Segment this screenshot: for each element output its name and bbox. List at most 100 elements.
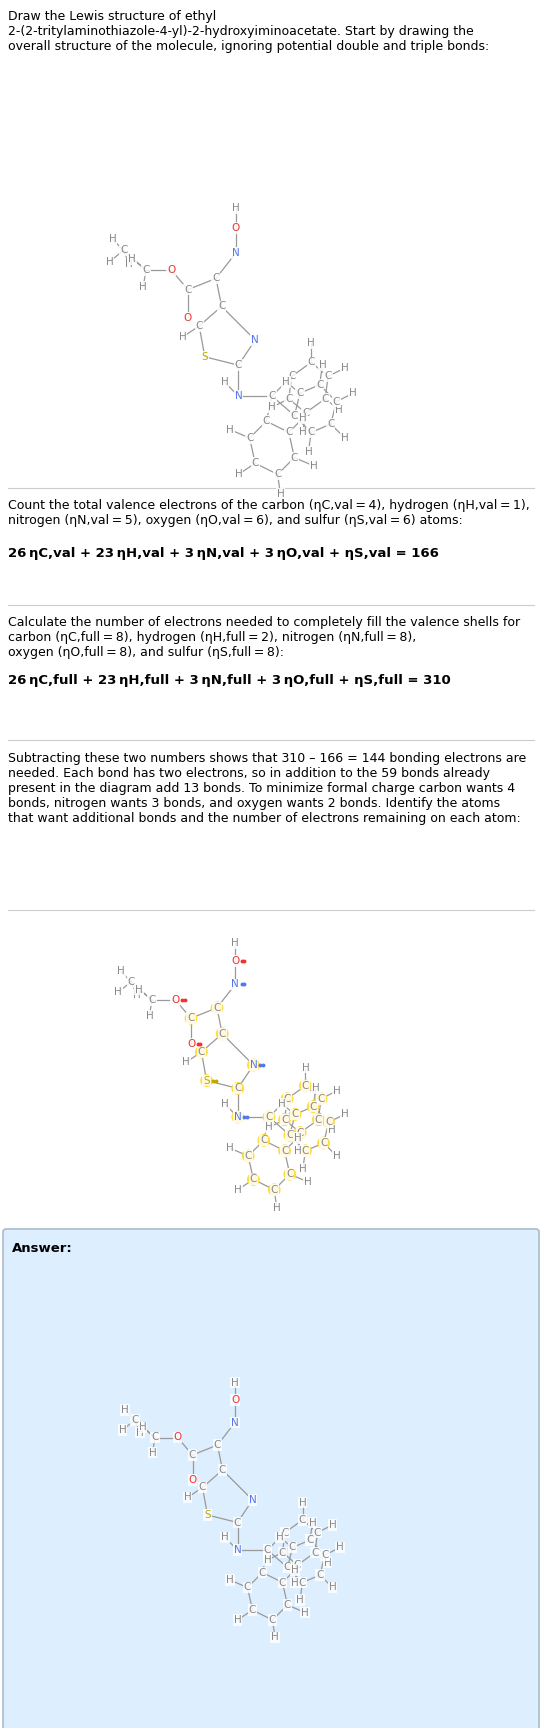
Text: O: O xyxy=(167,264,175,275)
Circle shape xyxy=(313,1115,324,1125)
Text: C: C xyxy=(325,1118,332,1127)
Text: C: C xyxy=(120,245,127,256)
Text: C: C xyxy=(151,1433,159,1443)
Circle shape xyxy=(281,1094,293,1104)
Circle shape xyxy=(300,1146,311,1156)
Text: C: C xyxy=(149,995,156,1006)
Text: H: H xyxy=(299,1498,306,1507)
Text: H: H xyxy=(340,1109,349,1120)
Text: C: C xyxy=(302,1146,309,1156)
Text: Draw the Lewis structure of ethyl
2-(2-tritylaminothiazole-4-yl)-2-hydroxyiminoa: Draw the Lewis structure of ethyl 2-(2-t… xyxy=(8,10,489,54)
Text: Subtracting these two numbers shows that 310 – 166 = 144 bonding electrons are
n: Subtracting these two numbers shows that… xyxy=(8,752,526,824)
Text: C: C xyxy=(333,397,340,406)
Circle shape xyxy=(284,1168,295,1180)
Text: N: N xyxy=(234,1545,241,1555)
Text: C: C xyxy=(263,416,270,427)
Circle shape xyxy=(300,1080,311,1092)
Text: C: C xyxy=(281,1146,288,1156)
Text: C: C xyxy=(283,1094,291,1104)
Text: C: C xyxy=(219,1465,226,1476)
Text: C: C xyxy=(131,1415,139,1426)
Text: H: H xyxy=(232,204,240,213)
Text: C: C xyxy=(302,408,309,418)
Circle shape xyxy=(279,1146,291,1156)
Text: H: H xyxy=(149,1448,157,1457)
Text: H: H xyxy=(273,1203,281,1213)
Text: N: N xyxy=(232,249,240,257)
Text: C: C xyxy=(296,1128,304,1137)
Text: C: C xyxy=(324,372,332,382)
Text: C: C xyxy=(307,358,315,368)
Circle shape xyxy=(242,1151,254,1161)
Text: O: O xyxy=(187,1039,195,1049)
Text: H: H xyxy=(226,425,234,435)
Text: C: C xyxy=(289,1543,296,1552)
Text: C: C xyxy=(196,321,203,332)
Text: H: H xyxy=(145,1011,153,1021)
Text: H: H xyxy=(271,1633,279,1643)
Text: N: N xyxy=(249,1059,257,1070)
Text: H: H xyxy=(125,259,133,270)
Text: C: C xyxy=(234,1517,241,1528)
Text: C: C xyxy=(251,458,259,468)
Text: H: H xyxy=(119,1426,126,1434)
Text: H: H xyxy=(234,1616,241,1624)
Text: C: C xyxy=(269,1616,276,1624)
Text: C: C xyxy=(234,1083,242,1094)
Text: H: H xyxy=(121,1405,129,1415)
Text: N: N xyxy=(251,335,259,346)
Text: S: S xyxy=(204,1510,211,1521)
Text: C: C xyxy=(327,418,334,429)
Circle shape xyxy=(185,1013,197,1025)
Text: H: H xyxy=(234,1185,242,1194)
Text: C: C xyxy=(260,1135,268,1146)
Text: C: C xyxy=(317,1094,325,1104)
Text: C: C xyxy=(184,285,192,294)
Text: C: C xyxy=(270,1185,278,1194)
Text: N: N xyxy=(231,1417,239,1427)
Text: H: H xyxy=(221,377,228,387)
Circle shape xyxy=(263,1111,275,1123)
Text: H: H xyxy=(335,404,343,415)
Text: H: H xyxy=(328,1521,337,1529)
Text: Count the total valence electrons of the carbon (ηC,val = 4), hydrogen (ηH,val =: Count the total valence electrons of the… xyxy=(8,499,530,527)
Text: S: S xyxy=(202,353,208,361)
Text: C: C xyxy=(250,1175,257,1184)
Text: H: H xyxy=(333,1085,340,1096)
Text: H: H xyxy=(312,1083,320,1094)
Text: H: H xyxy=(299,1165,307,1173)
Text: C: C xyxy=(188,1013,195,1023)
Text: C: C xyxy=(268,391,276,401)
Text: H: H xyxy=(299,427,307,437)
Text: N: N xyxy=(249,1495,256,1505)
Circle shape xyxy=(248,1173,259,1185)
Text: C: C xyxy=(199,1483,206,1493)
Text: H: H xyxy=(276,489,284,499)
Text: C: C xyxy=(218,301,225,311)
Circle shape xyxy=(284,1130,295,1140)
Circle shape xyxy=(248,1059,259,1071)
Text: H: H xyxy=(308,1517,317,1528)
Circle shape xyxy=(315,1094,327,1104)
Text: C: C xyxy=(284,1562,291,1572)
Text: H: H xyxy=(319,359,326,370)
Text: C: C xyxy=(244,1151,252,1161)
Circle shape xyxy=(201,1075,212,1087)
FancyBboxPatch shape xyxy=(3,1229,539,1728)
Text: H: H xyxy=(268,403,276,413)
Text: H: H xyxy=(114,987,122,997)
Circle shape xyxy=(268,1184,280,1196)
Text: H: H xyxy=(341,434,349,442)
Text: C: C xyxy=(299,1578,306,1588)
Text: O: O xyxy=(171,995,179,1006)
Text: C: C xyxy=(309,1102,317,1111)
Text: H: H xyxy=(265,1123,273,1132)
Text: O: O xyxy=(173,1433,182,1443)
Text: C: C xyxy=(314,1528,321,1538)
Text: C: C xyxy=(320,1139,327,1147)
Text: H: H xyxy=(221,1099,229,1109)
Text: C: C xyxy=(284,1600,291,1610)
Text: H: H xyxy=(221,1533,229,1543)
Text: H: H xyxy=(291,1578,299,1588)
Text: C: C xyxy=(285,427,293,437)
